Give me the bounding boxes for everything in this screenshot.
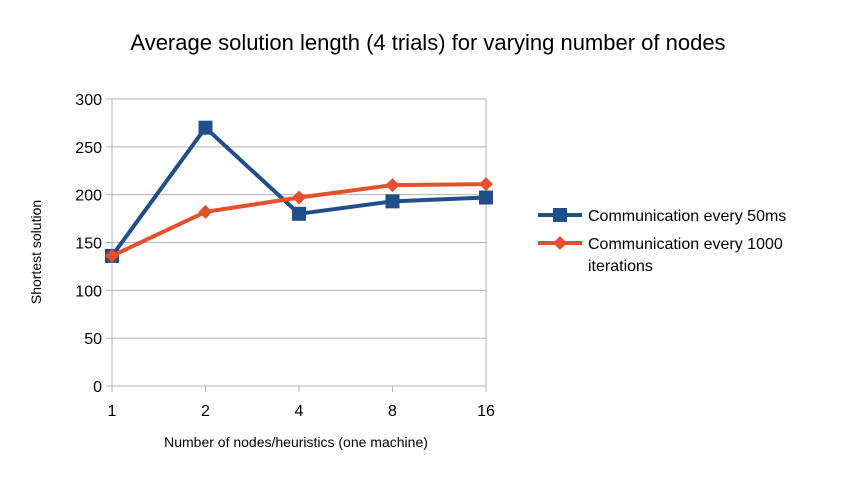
data-point xyxy=(198,120,213,135)
legend-label: Communication every 1000 xyxy=(588,236,783,253)
data-point xyxy=(479,177,493,192)
legend-swatch-marker xyxy=(553,208,567,222)
legend-item: Communication every 1000 iterations xyxy=(538,236,783,275)
legend-label: iterations xyxy=(588,258,653,275)
x-tick-label: 8 xyxy=(388,403,397,420)
legend-item: Communication every 50ms xyxy=(538,208,786,225)
y-tick-label: 100 xyxy=(75,283,102,300)
data-point xyxy=(292,206,306,221)
x-axis-label: Number of nodes/heuristics (one machine) xyxy=(164,434,428,450)
y-axis-label: Shortest solution xyxy=(28,200,44,304)
y-tick-label: 0 xyxy=(93,379,102,396)
y-tick-label: 300 xyxy=(75,92,102,109)
gridlines xyxy=(112,98,486,387)
x-tick-label: 16 xyxy=(477,403,495,420)
data-point xyxy=(105,248,119,263)
data-point xyxy=(385,178,400,193)
y-tick-label: 50 xyxy=(84,331,102,348)
axes xyxy=(106,98,487,392)
data-point xyxy=(385,194,400,209)
legend-swatch-marker xyxy=(553,236,567,250)
x-tick-label: 1 xyxy=(108,403,117,420)
data-point xyxy=(198,204,213,219)
series-2 xyxy=(105,177,493,263)
x-tick-label: 4 xyxy=(295,403,304,420)
y-tick-label: 150 xyxy=(75,236,102,253)
data-point xyxy=(292,190,306,205)
legend-label: Communication every 50ms xyxy=(588,208,786,225)
y-tick-label: 200 xyxy=(75,188,102,205)
y-tick-label: 250 xyxy=(75,140,102,157)
data-point xyxy=(479,190,493,205)
x-tick-labels: 1 2 4 8 16 xyxy=(108,403,495,420)
series-group xyxy=(105,120,493,263)
x-tick-label: 2 xyxy=(201,403,210,420)
chart-title: Average solution length (4 trials) for v… xyxy=(130,30,725,55)
legend: Communication every 50ms Communication ev… xyxy=(538,208,786,275)
y-tick-labels: 0 50 100 150 200 250 300 xyxy=(75,92,102,396)
